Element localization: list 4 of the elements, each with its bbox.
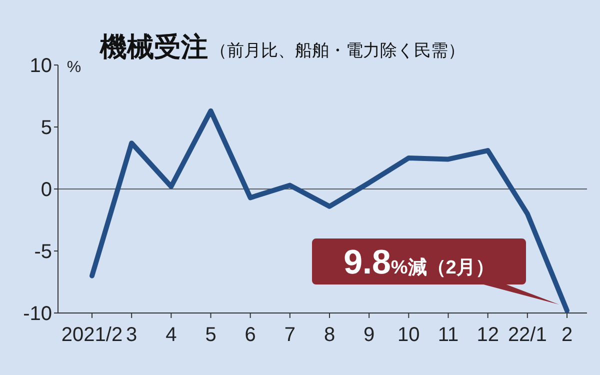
- y-axis-title: %: [66, 59, 82, 76]
- annotation: 9.8%減（2月）: [344, 244, 494, 282]
- annotation: 9.8%減（2月）: [312, 238, 559, 305]
- title: 機械受注（前月比、船舶・電力除く民需）: [100, 32, 465, 62]
